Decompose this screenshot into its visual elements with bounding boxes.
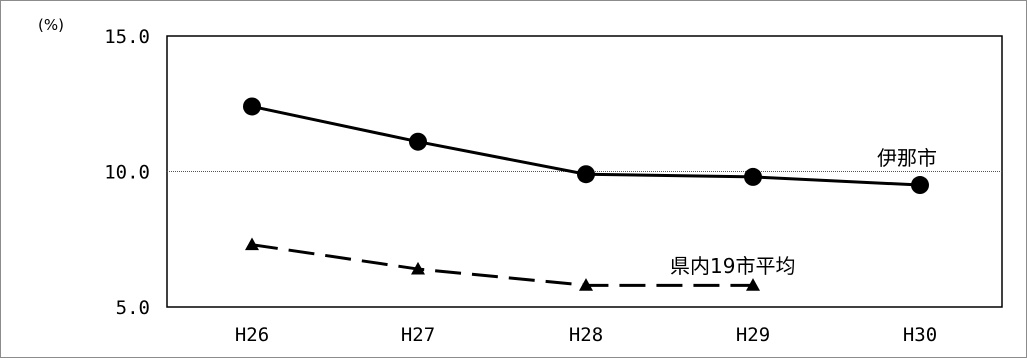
x-tick-label-3: H29: [736, 324, 770, 346]
x-axis: H26 H27 H28 H29 H30: [235, 324, 937, 346]
unit-label: (%): [38, 16, 64, 34]
point-0-0: [243, 97, 261, 116]
series-ina-city: [243, 97, 929, 195]
x-tick-label-1: H27: [401, 324, 435, 346]
y-tick-label-1: 10.0: [104, 162, 150, 184]
y-tick-label-2: 15.0: [104, 26, 150, 48]
series-prefecture-average: [245, 237, 760, 291]
point-0-4: [911, 176, 929, 195]
x-tick-label-2: H28: [569, 324, 603, 346]
series-prefecture-average-line: [251, 243, 753, 287]
point-0-1: [409, 132, 427, 151]
point-1-0: [245, 237, 259, 251]
point-0-3: [744, 167, 762, 186]
series-label-prefecture-average: 県内19市平均: [670, 254, 795, 278]
y-tick-label-0: 5.0: [116, 297, 150, 319]
point-1-3: [746, 278, 760, 291]
series-label-ina-city: 伊那市: [877, 146, 937, 170]
y-axis: 5.0 10.0 15.0: [104, 26, 150, 319]
point-0-2: [577, 165, 595, 184]
x-tick-label-0: H26: [235, 324, 269, 346]
point-1-1: [411, 261, 425, 275]
x-tick-label-4: H30: [903, 324, 937, 346]
point-1-2: [579, 278, 593, 291]
